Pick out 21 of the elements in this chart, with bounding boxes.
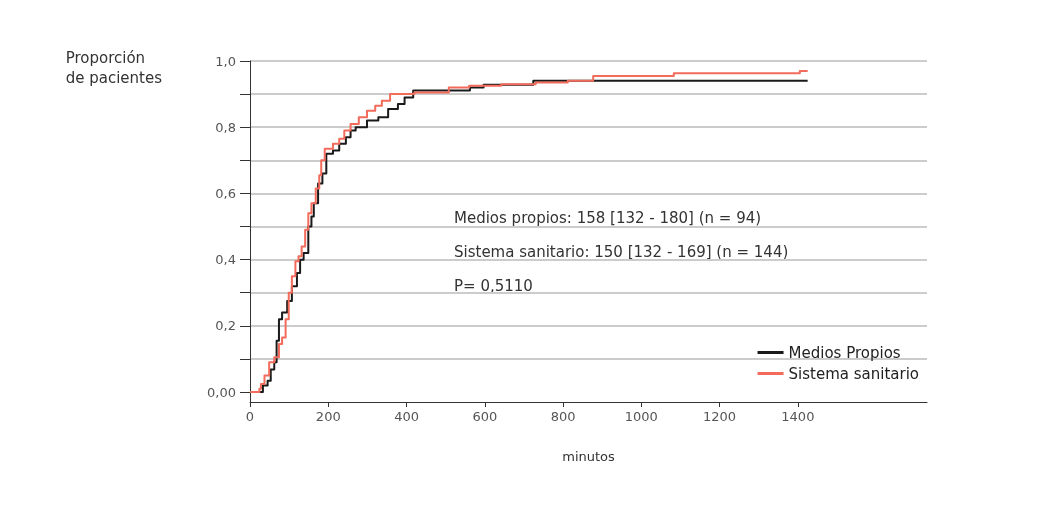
y-tick-label: 1,0 bbox=[215, 53, 236, 69]
y-axis-title: Proporción de pacientes bbox=[65, 49, 163, 87]
legend-label: Sistema sanitario bbox=[788, 364, 919, 383]
legend-label: Medios Propios bbox=[788, 343, 901, 362]
x-axis-title: minutos bbox=[562, 449, 616, 464]
x-tick-label: 0 bbox=[245, 409, 255, 424]
annotation: P= 0,5110 bbox=[454, 276, 533, 295]
x-tick-label: 600 bbox=[472, 409, 498, 424]
x-tick-label: 400 bbox=[394, 409, 419, 424]
x-tick-label: 1200 bbox=[703, 409, 737, 424]
x-tick-label: 200 bbox=[315, 409, 341, 424]
y-tick-label: 0,8 bbox=[215, 119, 236, 135]
y-tick-label: 0,00 bbox=[207, 384, 236, 400]
y-tick-label: 0,6 bbox=[215, 185, 236, 201]
y-tick-label: 0,4 bbox=[215, 252, 236, 268]
y-tick-label: 0,2 bbox=[215, 318, 236, 334]
annotation: Medios propios: 158 [132 - 180] (n = 94) bbox=[454, 208, 762, 227]
x-tick-label: 1000 bbox=[624, 409, 658, 424]
x-tick-label: 800 bbox=[550, 409, 576, 424]
annotation: Sistema sanitario: 150 [132 - 169] (n = 144) bbox=[454, 242, 789, 261]
x-tick-label: 1400 bbox=[781, 409, 815, 424]
